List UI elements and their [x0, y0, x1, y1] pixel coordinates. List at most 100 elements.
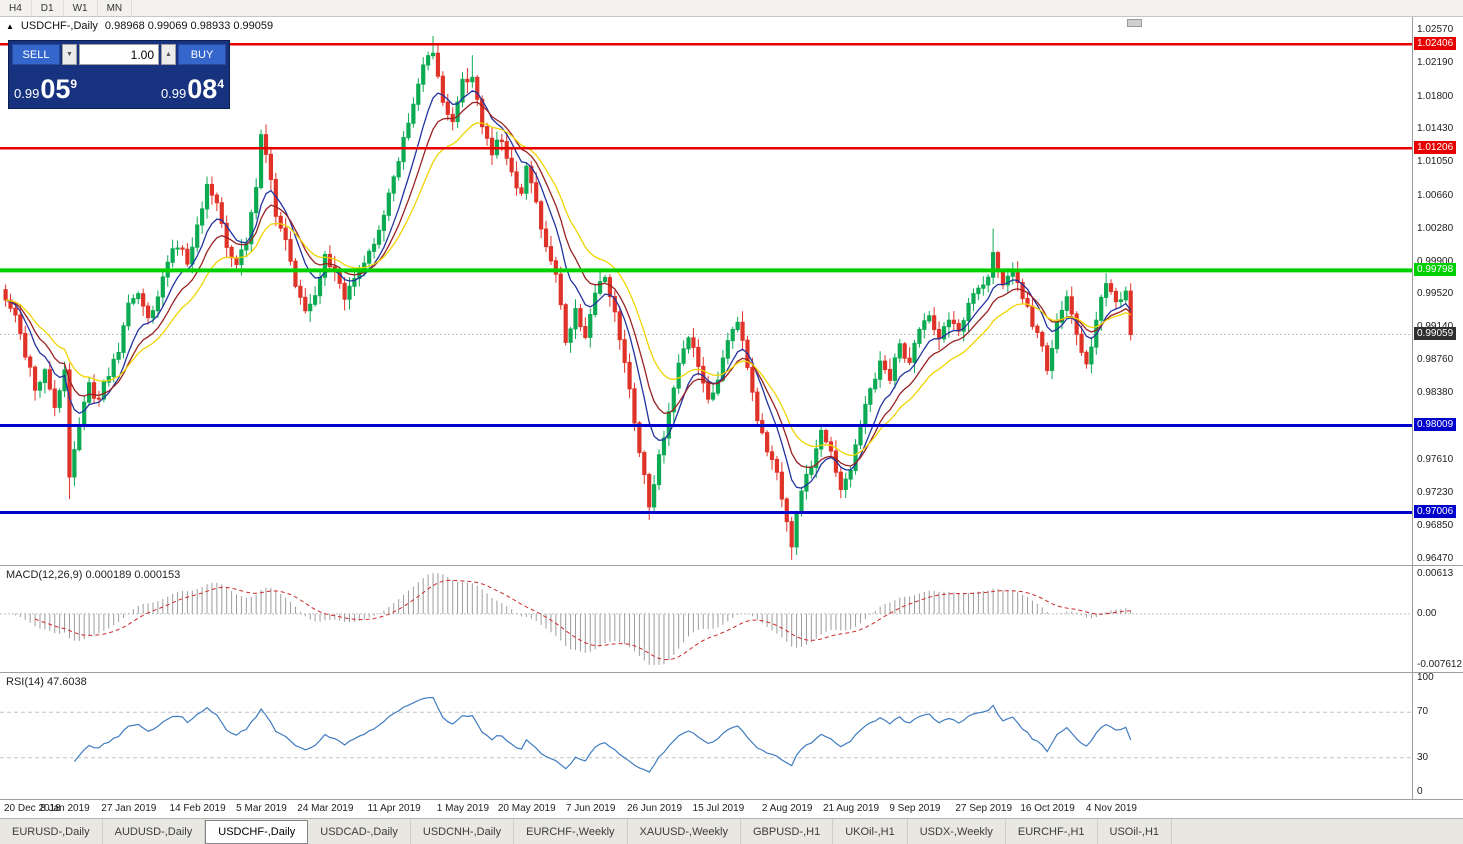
- date-tick: 11 Apr 2019: [367, 803, 421, 814]
- price-tick: 0.96850: [1417, 519, 1454, 531]
- buy-price-point: 4: [217, 77, 224, 91]
- panel-splitter[interactable]: [0, 565, 1463, 566]
- sell-button[interactable]: SELL: [12, 44, 60, 65]
- mid-ma-line: [5, 101, 1132, 468]
- volume-increase-button[interactable]: ▲: [161, 44, 176, 65]
- date-tick: 1 May 2019: [436, 803, 490, 814]
- macd-indicator-panel: MACD(12,26,9) 0.000189 0.000153: [0, 566, 1412, 672]
- chevron-down-icon: ▼: [66, 51, 73, 58]
- trade-controls-row: SELL ▼ ▲ BUY: [12, 44, 226, 65]
- timeframe-button-d1[interactable]: D1: [32, 0, 64, 16]
- rsi-axis-tick: 30: [1417, 751, 1429, 763]
- date-tick: 24 Mar 2019: [297, 803, 354, 814]
- sell-price-pips: 05: [40, 74, 71, 104]
- chart-tab-eurusddaily[interactable]: EURUSD-,Daily: [0, 819, 103, 844]
- date-tick: 20 May 2019: [497, 803, 556, 814]
- trade-prices-row: 0.99059 0.99084: [12, 67, 226, 105]
- price-axis[interactable]: 1.02570 1.02190 1.01800 1.01430 1.01050 1.006…: [1412, 17, 1463, 799]
- volume-decrease-button[interactable]: ▼: [62, 44, 77, 65]
- price-tick: 0.99140: [1417, 321, 1453, 332]
- rsi-label: RSI(14) 47.6038: [6, 676, 87, 688]
- price-tick: 0.97230: [1417, 487, 1454, 499]
- chevron-up-icon: ▲: [165, 51, 172, 58]
- rsi-axis-tick: 70: [1417, 706, 1429, 718]
- slow-ma-line: [5, 122, 1131, 457]
- chart-tab-gbpusdh1[interactable]: GBPUSD-,H1: [741, 819, 834, 844]
- chart-scroll-thumb[interactable]: [1127, 19, 1142, 27]
- macd-axis-min: -0.007612: [1417, 659, 1463, 670]
- chart-tab-eurchfh1[interactable]: EURCHF-,H1: [1006, 819, 1098, 844]
- timeframe-button-h4[interactable]: H4: [0, 0, 32, 16]
- chart-tab-usdcnhdaily[interactable]: USDCNH-,Daily: [411, 819, 515, 844]
- date-tick: 20 Dec 2018: [4, 803, 61, 814]
- chart-tab-usoilh1[interactable]: USOil-,H1: [1098, 819, 1173, 844]
- date-tick: 5 Mar 2019: [236, 803, 287, 814]
- chart-header: ▲ USDCHF-,Daily 0.98968 0.99069 0.98933 …: [6, 20, 273, 32]
- chart-tab-audusddaily[interactable]: AUDUSD-,Daily: [103, 819, 206, 844]
- date-tick: 27 Jan 2019: [101, 803, 157, 814]
- current-price-label: 0.99059: [1414, 327, 1457, 341]
- fast-ma-line: [5, 90, 1132, 489]
- chart-tab-xauusdweekly[interactable]: XAUUSD-,Weekly: [628, 819, 741, 844]
- panel-splitter[interactable]: [0, 672, 1463, 673]
- rsi-line: [73, 696, 1132, 773]
- price-tick: 1.00280: [1417, 222, 1454, 234]
- main-chart-panel: ▲ USDCHF-,Daily 0.98968 0.99069 0.98933 …: [0, 17, 1412, 565]
- chart-ohlc-values: 0.98968 0.99069 0.98933 0.99059: [104, 20, 274, 32]
- price-tick: 1.01050: [1417, 155, 1454, 167]
- price-tick: 1.01800: [1417, 90, 1454, 102]
- date-tick: 8 Jan 2019: [40, 803, 90, 814]
- chart-tab-usdcaddaily[interactable]: USDCAD-,Daily: [308, 819, 411, 844]
- buy-price-base: 0.99: [160, 86, 187, 101]
- date-tick: 9 Sep 2019: [889, 803, 941, 814]
- date-tick: 15 Jul 2019: [692, 803, 745, 814]
- timeframe-button-mn[interactable]: MN: [98, 0, 133, 16]
- time-axis[interactable]: 20 Dec 2018 8 Jan 2019 27 Jan 2019 14 Feb 2…: [0, 799, 1463, 818]
- symbol-marker-icon: ▲: [6, 21, 14, 31]
- sell-price-display: 0.99059: [14, 76, 77, 103]
- date-tick: 16 Oct 2019: [1020, 803, 1075, 814]
- price-tick: 0.97610: [1417, 454, 1454, 466]
- sell-price-base: 0.99: [14, 86, 40, 101]
- chart-tab-usdxweekly[interactable]: USDX-,Weekly: [908, 819, 1006, 844]
- macd-histogram: [14, 573, 1132, 665]
- price-tick: 1.01430: [1417, 122, 1454, 134]
- date-tick: 2 Aug 2019: [761, 803, 813, 814]
- timeframe-button-w1[interactable]: W1: [64, 0, 98, 16]
- macd-axis-max: 0.00613: [1417, 568, 1454, 579]
- date-tick: 27 Sep 2019: [955, 803, 1013, 814]
- buy-price-pips: 08: [187, 74, 218, 104]
- date-tick: 4 Nov 2019: [1085, 803, 1137, 814]
- support-price-label: 0.98009: [1414, 418, 1457, 432]
- one-click-trading-panel: SELL ▼ ▲ BUY 0.99059 0.99084: [8, 40, 230, 109]
- sell-price-point: 9: [70, 77, 78, 91]
- support-price-label: 0.97006: [1414, 505, 1457, 519]
- chart-tab-bar: EURUSD-,Daily AUDUSD-,Daily USDCHF-,Daily U…: [0, 818, 1463, 844]
- date-tick: 21 Aug 2019: [822, 803, 880, 814]
- volume-input[interactable]: [79, 44, 159, 65]
- buy-button[interactable]: BUY: [178, 44, 226, 65]
- chart-tab-ukoilh1[interactable]: UKOil-,H1: [833, 819, 908, 844]
- chart-tab-eurchfweekly[interactable]: EURCHF-,Weekly: [514, 819, 628, 844]
- resistance-price-label: 1.02406: [1414, 37, 1457, 51]
- pivot-price-label: 0.99798: [1414, 263, 1457, 277]
- price-tick: 0.96470: [1417, 552, 1454, 564]
- timeframe-toolbar: H4 D1 W1 MN: [0, 0, 1463, 17]
- chart-tab-usdchfdaily[interactable]: USDCHF-,Daily: [205, 820, 309, 844]
- resistance-price-label: 1.01206: [1414, 141, 1457, 155]
- price-tick: 1.00660: [1417, 189, 1454, 201]
- chart-symbol-title: USDCHF-,Daily: [20, 20, 98, 32]
- rsi-canvas[interactable]: [0, 673, 1412, 799]
- price-chart-canvas[interactable]: [0, 17, 1412, 565]
- rsi-indicator-panel: RSI(14) 47.6038: [0, 673, 1412, 799]
- price-tick: 0.99900: [1417, 255, 1454, 267]
- macd-label: MACD(12,26,9) 0.000189 0.000153: [6, 569, 181, 581]
- rsi-axis-tick: 0: [1417, 786, 1423, 797]
- macd-signal-line: [34, 579, 1131, 661]
- price-tick: 0.98760: [1417, 354, 1454, 366]
- macd-axis-zero: 0.00: [1417, 607, 1437, 619]
- rsi-axis-tick: 100: [1417, 672, 1434, 683]
- date-tick: 7 Jun 2019: [565, 803, 616, 814]
- macd-canvas[interactable]: [0, 566, 1412, 672]
